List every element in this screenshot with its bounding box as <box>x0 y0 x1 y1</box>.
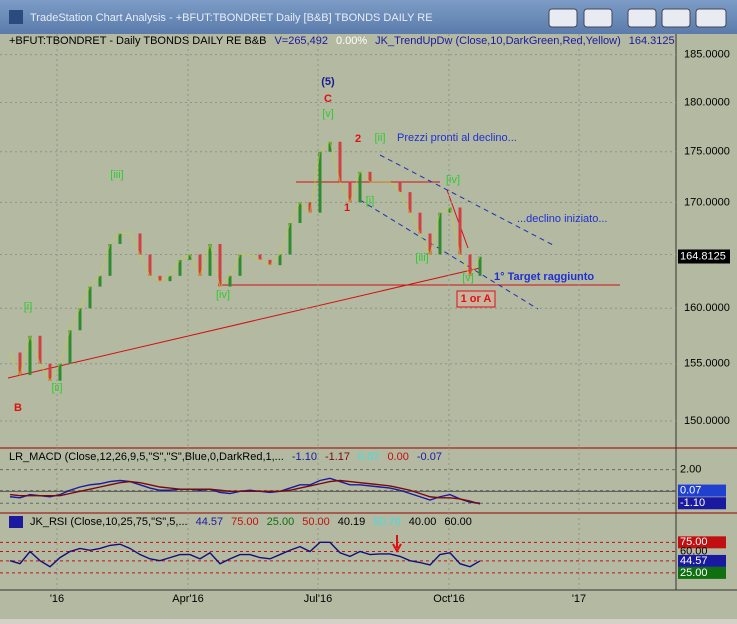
header-item: 25.00 <box>267 516 295 528</box>
header-item: 0.00 <box>387 451 408 463</box>
header-item: JK_TrendUpDw (Close,10,DarkGreen,Red,Yel… <box>375 35 621 47</box>
x-tick-label: '16 <box>50 593 64 605</box>
trendline <box>446 189 469 249</box>
panel-header: LR_MACD (Close,12,26,9,5,"S","S",Blue,0,… <box>9 451 442 463</box>
s-button[interactable] <box>548 8 578 28</box>
y-tick-label: 160.0000 <box>684 302 730 314</box>
header-item: 40.19 <box>338 516 366 528</box>
channel-line <box>379 154 556 247</box>
value-box <box>678 566 726 579</box>
chart-area <box>0 34 737 619</box>
y-tick-label: 75.00 <box>680 536 708 548</box>
header-item: 40.00 <box>409 516 437 528</box>
annotation: 1 or A <box>461 293 492 305</box>
app-icon <box>9 10 23 24</box>
series-line <box>9 541 481 568</box>
last-price-label: 164.8125 <box>680 250 726 262</box>
y-tick-label: 170.0000 <box>684 196 730 208</box>
value-box <box>678 484 726 497</box>
annotation: [iv] <box>216 289 230 301</box>
series-line <box>9 140 481 382</box>
annotation: 1 <box>344 202 350 214</box>
annotation: [ii] <box>52 382 63 394</box>
close-button[interactable] <box>695 8 727 28</box>
x-tick-label: Jul'16 <box>304 593 332 605</box>
panel-header: JK_RSI (Close,10,25,75,"S",5,... 44.57 75.… <box>30 516 472 528</box>
y-tick-label: 0.07 <box>680 484 701 496</box>
annotation: (5) <box>321 76 335 88</box>
series-line <box>9 479 481 505</box>
header-item: 44.57 <box>196 516 224 528</box>
header-item: 0.07 <box>358 451 379 463</box>
y-tick-label: 180.0000 <box>684 96 730 108</box>
arrow <box>392 535 402 554</box>
annotation: 2 <box>355 133 361 145</box>
maximize-button[interactable] <box>661 8 691 28</box>
annotation: [v] <box>322 108 334 120</box>
annotation-box <box>456 290 496 308</box>
y-tick-label: 155.0000 <box>684 358 730 370</box>
y-tick-label: 150.0000 <box>684 415 730 427</box>
header-item: 164.3125 <box>629 35 675 47</box>
indicator-icon <box>9 516 23 528</box>
header-item: 50.00 <box>302 516 330 528</box>
header-item: JK_RSI (Close,10,25,75,"S",5,... <box>30 516 188 528</box>
annotation: [v] <box>462 272 474 284</box>
header-item: -0.07 <box>417 451 442 463</box>
y-tick-label: 175.0000 <box>684 146 730 158</box>
annotation: Prezzi pronti al declino... <box>397 132 517 144</box>
panel-header: +BFUT:TBONDRET - Daily TBONDS DAILY RE B… <box>9 35 675 47</box>
header-item: 0.00% <box>336 35 367 47</box>
y-tick-label: 185.0000 <box>684 49 730 61</box>
price-axis <box>676 34 737 619</box>
y-tick-label: 2.00 <box>680 464 701 476</box>
annotation: ...declino iniziato... <box>517 213 608 225</box>
minimize-button[interactable] <box>627 8 657 28</box>
value-box <box>678 536 726 549</box>
channel-line <box>359 199 539 310</box>
header-item: +BFUT:TBONDRET - Daily TBONDS DAILY RE B… <box>9 35 266 47</box>
header-item: V=265,492 <box>274 35 328 47</box>
trendline <box>7 267 481 379</box>
annotation: 1° Target raggiunto <box>494 271 594 283</box>
annotation: [i] <box>24 301 33 313</box>
header-item: 60.00 <box>444 516 472 528</box>
i-button[interactable] <box>583 8 613 28</box>
value-box <box>678 497 726 510</box>
last-price-box <box>678 249 730 264</box>
header-item: 50.70 <box>373 516 401 528</box>
annotation: [iv] <box>446 174 460 186</box>
y-tick-label: 25.00 <box>680 567 708 579</box>
header-item: -1.10 <box>292 451 317 463</box>
annotation: C <box>324 93 332 105</box>
window-title: TradeStation Chart Analysis - +BFUT:TBON… <box>30 12 433 24</box>
annotation: [iii] <box>415 252 428 264</box>
annotation: [ii] <box>375 132 386 144</box>
x-tick-label: '17 <box>572 593 586 605</box>
annotation: [iii] <box>110 169 123 181</box>
header-item: -1.17 <box>325 451 350 463</box>
annotation: [i] <box>366 195 375 207</box>
y-tick-label: 44.57 <box>680 555 708 567</box>
value-box <box>678 554 726 567</box>
title-bar <box>0 0 737 34</box>
header-item: LR_MACD (Close,12,26,9,5,"S","S",Blue,0,… <box>9 451 284 463</box>
annotation: B <box>14 402 22 414</box>
x-tick-label: Apr'16 <box>172 593 203 605</box>
header-item: 75.00 <box>231 516 259 528</box>
x-tick-label: Oct'16 <box>433 593 464 605</box>
y-tick-label: -1.10 <box>680 497 705 509</box>
price-panel <box>7 154 620 379</box>
y-tick-label: 60.00 <box>680 545 708 557</box>
